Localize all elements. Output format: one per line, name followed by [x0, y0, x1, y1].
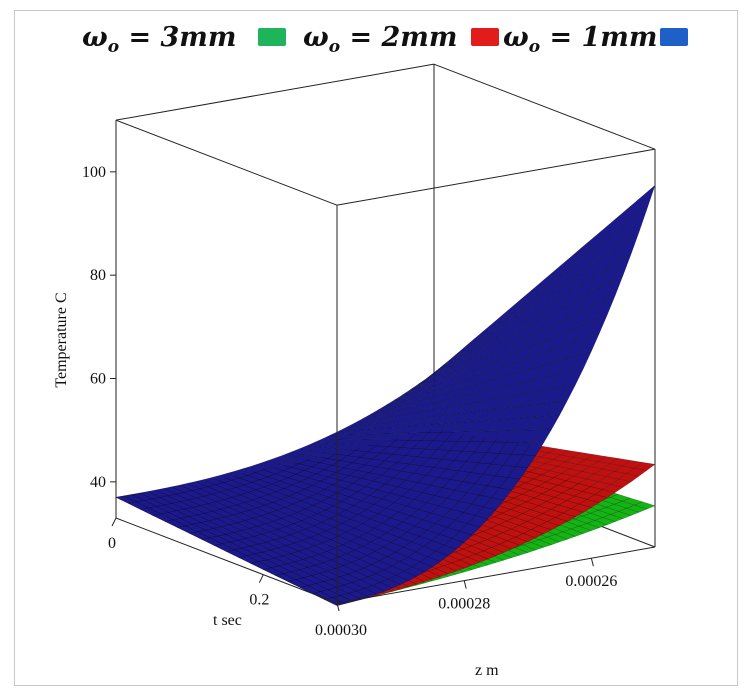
t-tick: [258, 574, 264, 583]
box-edge: [115, 63, 435, 121]
legend-item-3mm: ωo = 3mm: [82, 22, 286, 57]
box-edge: [115, 517, 338, 604]
t-tick-label: 0.2: [249, 592, 269, 609]
axis-ticks: 40 60 80 100 0 0.2 0.00030 0.00028 0.00026: [82, 164, 617, 639]
legend-swatch-2mm: [471, 28, 499, 46]
legend-label-2mm: ωo = 2mm: [303, 22, 457, 57]
z-tick-label: 0.00028: [438, 596, 490, 613]
chart-frame: [14, 10, 738, 686]
legend-swatch-3mm: [258, 28, 286, 46]
z-tick: [336, 602, 340, 612]
legend-item-1mm: ωo = 1mm: [503, 22, 688, 57]
t-axis-label: t sec: [213, 612, 242, 629]
box-edge: [336, 148, 656, 206]
t-tick-label: 0: [108, 535, 116, 552]
z-tick: [590, 558, 594, 567]
legend: ωo = 3mm ωo = 2mm ωo = 1mm: [82, 22, 688, 57]
box-edge: [433, 63, 656, 150]
surface-ωo1mm: [115, 184, 656, 606]
surfaces: [115, 184, 656, 606]
legend-label-3mm: ωo = 3mm: [82, 22, 236, 57]
temp-tick-label: 80: [90, 267, 106, 284]
box-edge: [336, 546, 656, 604]
z-tick-label: 0.00026: [565, 573, 617, 590]
temp-tick-label: 100: [82, 164, 106, 181]
box-edge: [115, 119, 338, 206]
temp-tick-label: 60: [90, 371, 106, 388]
z-tick: [463, 580, 467, 589]
legend-swatch-1mm: [660, 28, 688, 46]
t-tick: [111, 517, 117, 527]
z-axis-label: Temperature C: [53, 292, 70, 387]
legend-item-2mm: ωo = 2mm: [303, 22, 499, 57]
box-front-edges: [115, 119, 656, 604]
legend-label-1mm: ωo = 1mm: [503, 22, 657, 57]
z-tick-label: 0.00030: [315, 622, 367, 639]
temp-tick-label: 40: [90, 474, 106, 491]
x-axis-label: z m: [475, 662, 499, 679]
